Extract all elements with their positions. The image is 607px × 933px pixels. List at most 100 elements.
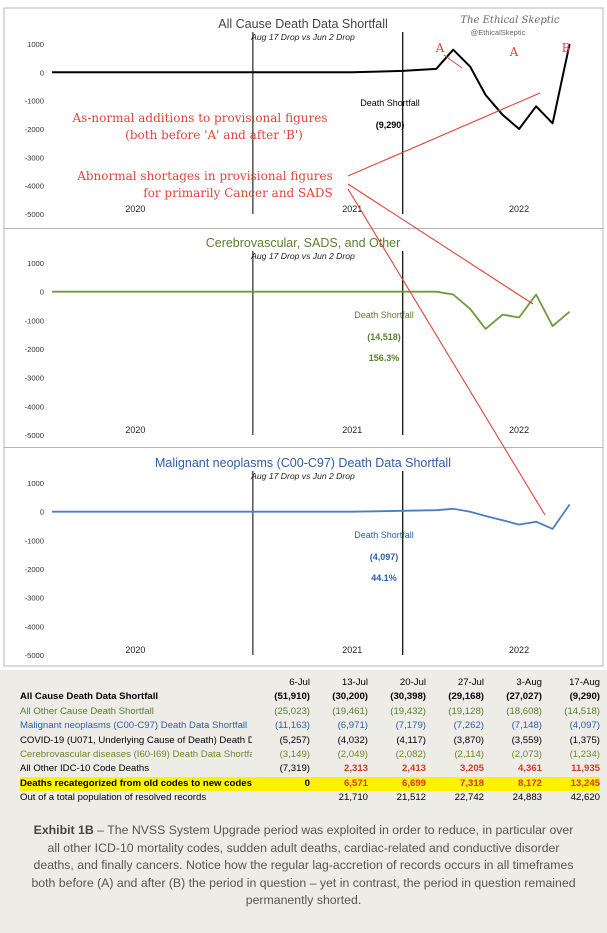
cell: (2,049) <box>337 749 368 761</box>
cell: (4,032) <box>337 734 368 746</box>
shortfall-label-value: (9,290) <box>376 120 405 130</box>
cell: 6,571 <box>310 776 368 792</box>
figure-caption: Exhibit 1B – The NVSS System Upgrade per… <box>30 822 577 910</box>
data-table: 6-Jul 13-Jul 20-Jul 27-Jul 3-Aug 17-Aug … <box>20 676 600 806</box>
cell: (11,163) <box>274 720 310 732</box>
cell: 2,413 <box>401 763 426 775</box>
cell: (3,149) <box>279 749 310 761</box>
cell: 3,205 <box>459 763 484 775</box>
row-label: All Other IDC-10 Code Deaths <box>20 763 150 775</box>
annotation-text: As-normal additions to provisional figur… <box>72 111 328 125</box>
cell: (19,461) <box>332 705 368 717</box>
cell: 2,313 <box>343 763 368 775</box>
table-row-highlighted: Deaths recategorized from old codes to n… <box>20 776 600 792</box>
row-label: All Cause Death Data Shortfall <box>20 691 159 703</box>
cell: (51,910) <box>274 691 310 703</box>
caption-text: – The NVSS System Upgrade period was exp… <box>31 823 576 908</box>
charts-svg: All Cause Death Data Shortfall Aug 17 Dro… <box>3 7 604 667</box>
cell: (2,082) <box>395 749 426 761</box>
cell: (19,432) <box>390 705 426 717</box>
table-row: All Other IDC-10 Code Deaths (7,319) 2,3… <box>20 762 600 776</box>
cell: (2,073) <box>511 749 542 761</box>
cell: 21,512 <box>396 792 426 804</box>
x-tick-label: 2021 <box>342 425 362 435</box>
y-tick-label: -4000 <box>25 622 44 631</box>
brand-handle: @EthicalSkeptic <box>471 28 526 37</box>
table-header-row: 6-Jul 13-Jul 20-Jul 27-Jul 3-Aug 17-Aug <box>20 676 600 690</box>
charts-frame <box>3 7 604 667</box>
cell: (14,518) <box>564 705 600 717</box>
y-tick-label: -1000 <box>25 97 44 106</box>
col-header: 27-Jul <box>457 677 484 688</box>
y-tick-label: -4000 <box>25 402 44 411</box>
cell: (2,114) <box>454 749 484 761</box>
y-tick-label: -2000 <box>25 565 44 574</box>
cell: (29,168) <box>448 691 484 703</box>
x-tick-label: 2022 <box>509 645 529 655</box>
table-row: All Cause Death Data Shortfall (51,910) … <box>20 690 600 704</box>
cell: (18,608) <box>506 705 542 717</box>
table-row: COVID-19 (U071, Underlying Cause of Deat… <box>20 734 600 748</box>
cell: 6,699 <box>368 776 426 792</box>
x-tick-label: 2022 <box>509 425 529 435</box>
series-line <box>52 43 571 130</box>
y-tick-label: 0 <box>40 288 44 297</box>
series-line <box>52 290 571 330</box>
cell: 13,245 <box>542 776 600 792</box>
shortfall-label-value: (14,518) <box>367 332 401 342</box>
cell: (3,559) <box>511 734 542 746</box>
y-tick-label: -2000 <box>25 125 44 134</box>
cell: (25,023) <box>274 705 310 717</box>
cell: (5,257) <box>279 734 310 746</box>
y-tick-label: 1000 <box>27 479 44 488</box>
chart-area: All Cause Death Data Shortfall Aug 17 Dro… <box>0 0 607 670</box>
table-row: All Other Cause Death Shortfall (25,023)… <box>20 705 600 719</box>
y-tick-label: -2000 <box>25 345 44 354</box>
annotation-pointer <box>347 92 541 177</box>
col-header: 6-Jul <box>289 677 310 688</box>
y-tick-label: -1000 <box>25 316 44 325</box>
y-tick-label: -3000 <box>25 374 44 383</box>
chart-subtitle: Aug 17 Drop vs Jun 2 Drop <box>250 251 355 261</box>
cell: (3,870) <box>453 734 484 746</box>
annotation-pointer <box>347 188 546 516</box>
marker-a-label: A <box>435 41 445 55</box>
cell: (1,234) <box>569 749 600 761</box>
x-tick-label: 2020 <box>125 645 145 655</box>
shortfall-label-pct: 44.1% <box>371 573 397 583</box>
series-line <box>52 503 571 530</box>
cell: (27,027) <box>506 691 542 703</box>
annotation-text: Abnormal shortages in provisional figure… <box>76 169 333 183</box>
col-header: 3-Aug <box>516 677 542 688</box>
y-tick-label: 1000 <box>27 259 44 268</box>
y-tick-label: -3000 <box>25 153 44 162</box>
row-label: Out of a total population of resolved re… <box>20 792 207 804</box>
table-row: Cerebrovascular diseases (I60-I69) Death… <box>20 748 600 762</box>
y-tick-label: -1000 <box>25 536 44 545</box>
col-header: 20-Jul <box>399 677 426 688</box>
cell: (6,971) <box>337 720 368 732</box>
shortfall-label-title: Death Shortfall <box>360 98 420 108</box>
x-tick-label: 2021 <box>342 645 362 655</box>
cell: (7,262) <box>453 720 484 732</box>
chart-title: All Cause Death Data Shortfall <box>218 17 388 31</box>
brand-name: The Ethical Skeptic <box>460 15 560 26</box>
cell: 8,172 <box>484 776 542 792</box>
table-row: Malignant neoplasms (C00-C97) Death Data… <box>20 719 600 733</box>
cell: 22,742 <box>454 792 484 804</box>
cell: 24,883 <box>512 792 542 804</box>
cell: 11,935 <box>571 763 600 775</box>
x-tick-label: 2021 <box>342 204 362 214</box>
annotation-text: for primarily Cancer and SADS <box>143 186 333 200</box>
cell: (7,179) <box>395 720 426 732</box>
y-tick-label: -4000 <box>25 182 44 191</box>
marker-b-label: B <box>562 41 571 55</box>
shortfall-label-pct: 156.3% <box>369 353 400 363</box>
y-tick-label: -5000 <box>25 210 44 219</box>
annotation-pointer <box>443 54 463 69</box>
cell: 0 <box>252 776 310 792</box>
row-label: All Other Cause Death Shortfall <box>20 705 154 717</box>
cell: (1,375) <box>569 734 600 746</box>
chart-subtitle: Aug 17 Drop vs Jun 2 Drop <box>250 471 355 481</box>
cell: 7,318 <box>426 776 484 792</box>
